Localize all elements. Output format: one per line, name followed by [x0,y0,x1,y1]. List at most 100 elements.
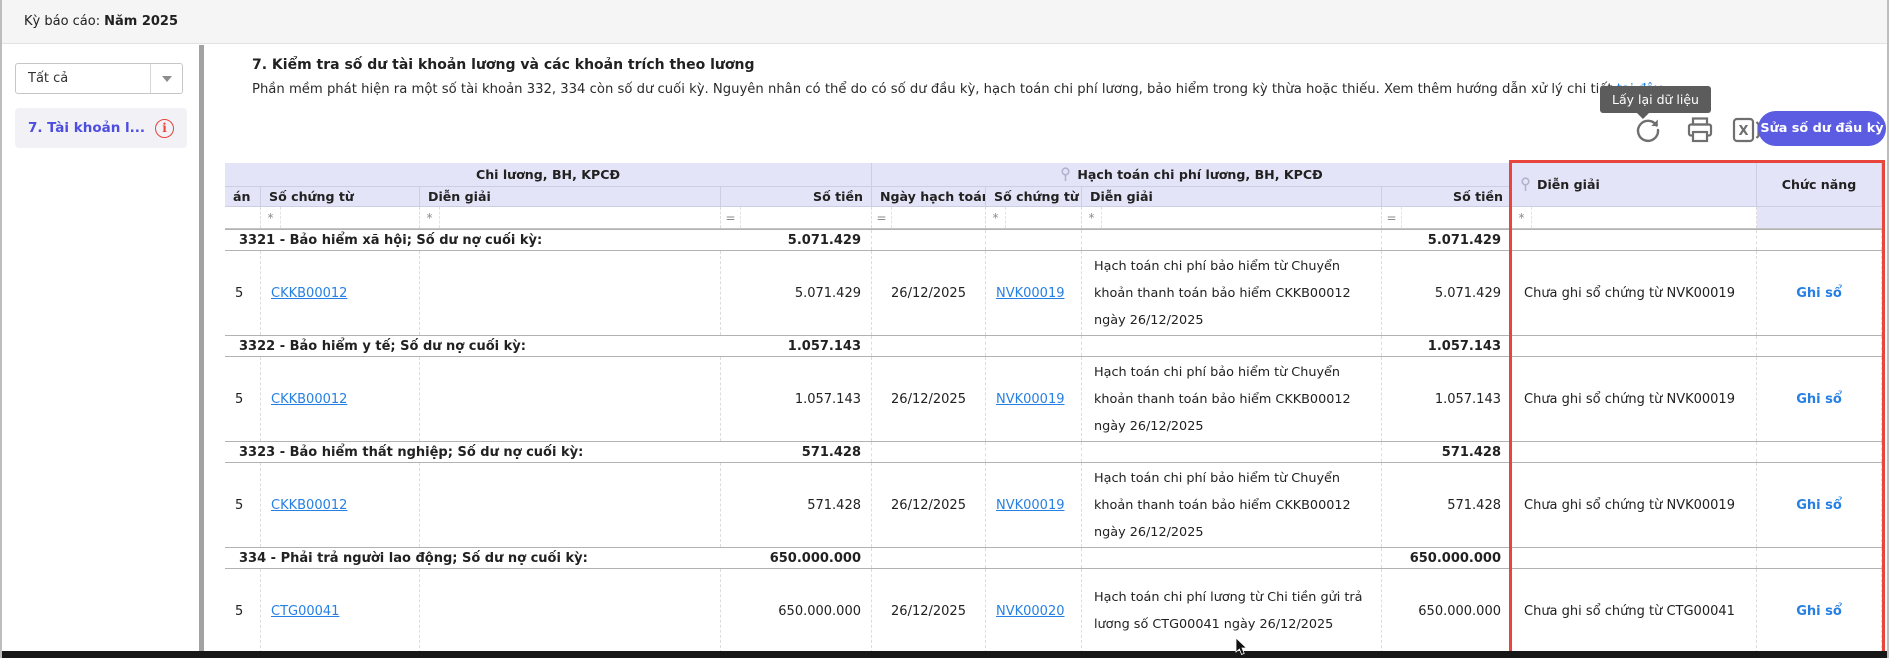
posting-date-cell: 26/12/2025 [872,251,986,335]
sidebar-item-accounts[interactable]: 7. Tài khoản l... i [15,108,187,148]
document-link[interactable]: NVK00019 [996,497,1065,513]
description-right-cell: Hạch toán chi phí bảo hiểm từ Chuyển kho… [1082,357,1382,441]
group-header-label: Hạch toán chi phí lương, BH, KPCĐ [1077,167,1323,182]
document-link[interactable]: CKKB00012 [271,285,348,301]
note-cell: Chưa ghi sổ chứng từ NVK00019 [1512,251,1757,335]
summary-spacer [1757,442,1882,462]
column-header-7[interactable]: Diễn giải [1082,187,1382,207]
sidebar: Tất cả 7. Tài khoản l... i [2,45,199,658]
summary-amount-left: 5.071.429 [721,230,872,250]
description-right: Hạch toán chi phí bảo hiểm từ Chuyển kho… [1094,364,1351,434]
dropdown-arrow-button[interactable] [150,64,182,93]
summary-amount-right: 5.071.429 [1382,230,1512,250]
data-row: 5 CKKB00012 571.428 26/12/2025 NVK00019 Hạch … [225,463,1882,547]
refresh-icon [1636,119,1660,142]
document-link[interactable]: NVK00019 [996,285,1065,301]
description-right: Hạch toán chi phí bảo hiểm từ Chuyển kho… [1094,258,1351,328]
document-link-cell: NVK00019 [986,463,1082,547]
filter-operator[interactable]: = [1382,207,1402,228]
filter-operator[interactable]: = [872,207,892,228]
panel-splitter[interactable] [199,45,204,651]
document-link[interactable]: NVK00020 [996,603,1065,619]
filter-operator[interactable]: * [1082,207,1102,228]
pinned-header-label: Diễn giải [1537,177,1600,192]
column-header-5[interactable]: Ngày hạch toán [872,187,986,207]
table-header: Chi lương, BH, KPCĐ Hạch toán chi phí lươ… [225,163,1882,207]
column-header-4[interactable]: Số tiền [721,187,872,207]
pin-icon[interactable] [1060,167,1071,182]
description-right-cell: Hạch toán chi phí lương từ Chi tiền gửi … [1082,569,1382,653]
note: Chưa ghi sổ chứng từ NVK00019 [1524,391,1735,407]
summary-amount-left: 1.057.143 [721,336,872,356]
edit-opening-balance-button[interactable]: Sửa số dư đầu kỳ [1758,111,1886,146]
amount-right: 571.428 [1447,497,1501,513]
document-link-cell: CKKB00012 [261,357,420,441]
amount-right-cell: 1.057.143 [1382,357,1512,441]
sidebar-filter-select[interactable]: Tất cả [15,63,183,94]
filter-input[interactable] [741,207,871,228]
document-link[interactable]: CKKB00012 [271,391,348,407]
posting-date: 26/12/2025 [891,603,966,619]
amount-right-cell: 5.071.429 [1382,251,1512,335]
filter-input[interactable] [892,207,985,228]
filter-cell-6: * [986,207,1082,228]
ghi-so-link[interactable]: Ghi sổ [1796,603,1842,619]
filter-operator[interactable]: * [420,207,440,228]
group-header-hach-toan: Hạch toán chi phí lương, BH, KPCĐ [872,163,1512,187]
accounts-table: Chi lương, BH, KPCĐ Hạch toán chi phí lươ… [225,163,1882,653]
summary-row: 334 - Phải trả người lao động; Số dư nợ … [225,547,1882,569]
summary-spacer [872,336,986,356]
pin-icon[interactable] [1520,177,1531,192]
document-link-cell: NVK00020 [986,569,1082,653]
document-link[interactable]: NVK00019 [996,391,1065,407]
filter-input[interactable] [1532,207,1756,228]
filter-operator[interactable]: = [721,207,741,228]
summary-spacer [1757,230,1882,250]
ghi-so-link[interactable]: Ghi sổ [1796,285,1842,301]
filter-cell-1 [225,207,261,228]
summary-label: 334 - Phải trả người lao động; Số dư nợ … [239,550,588,566]
chevron-down-icon [161,75,172,82]
column-header-3[interactable]: Diễn giải [420,187,721,207]
summary-spacer [1512,548,1757,568]
filter-operator[interactable]: * [1512,207,1532,228]
filter-cell-9: * [1512,207,1757,228]
summary-amount-left: 650.000.000 [721,548,872,568]
summary-row: 3322 - Bảo hiểm y tế; Số dư nợ cuối kỳ: 1… [225,335,1882,357]
filter-input[interactable] [281,207,419,228]
report-period-label: Kỳ báo cáo: [24,14,101,29]
amount-right: 5.071.429 [1434,285,1501,301]
print-button[interactable] [1682,112,1718,148]
filter-operator[interactable]: * [986,207,1006,228]
date-clipped-cell: 5 [225,357,261,441]
column-header-1[interactable]: án [225,187,261,207]
data-row: 5 CTG00041 650.000.000 26/12/2025 NVK00020 Hạ… [225,569,1882,653]
ghi-so-link[interactable]: Ghi sổ [1796,497,1842,513]
window-bottom-edge [2,651,1887,658]
ghi-so-link[interactable]: Ghi sổ [1796,391,1842,407]
filter-operator[interactable]: * [261,207,281,228]
mouse-cursor [1235,637,1249,658]
filter-input[interactable] [440,207,720,228]
refresh-button[interactable] [1630,112,1666,148]
summary-spacer [1512,442,1757,462]
description-right-cell: Hạch toán chi phí bảo hiểm từ Chuyển kho… [1082,251,1382,335]
filter-input[interactable] [1402,207,1511,228]
column-header-6[interactable]: Số chứng từ [986,187,1082,207]
date-clipped: 5 [235,497,244,513]
column-header-chuc-nang[interactable]: Chức năng [1757,163,1882,207]
column-header-2[interactable]: Số chứng từ [261,187,420,207]
filter-input[interactable] [1102,207,1381,228]
posting-date-cell: 26/12/2025 [872,463,986,547]
amount-left: 571.428 [807,497,861,513]
summary-spacer [1082,548,1382,568]
column-header-pinned-dien-giai[interactable]: Diễn giải [1512,163,1757,207]
document-link[interactable]: CKKB00012 [271,497,348,513]
filter-input[interactable] [225,207,260,228]
column-header-8[interactable]: Số tiền [1382,187,1512,207]
summary-amount-right: 650.000.000 [1382,548,1512,568]
document-link[interactable]: CTG00041 [271,603,340,619]
sidebar-filter-value: Tất cả [28,71,69,86]
filter-input[interactable] [1006,207,1081,228]
summary-label: 3321 - Bảo hiểm xã hội; Số dư nợ cuối kỳ… [239,232,543,248]
